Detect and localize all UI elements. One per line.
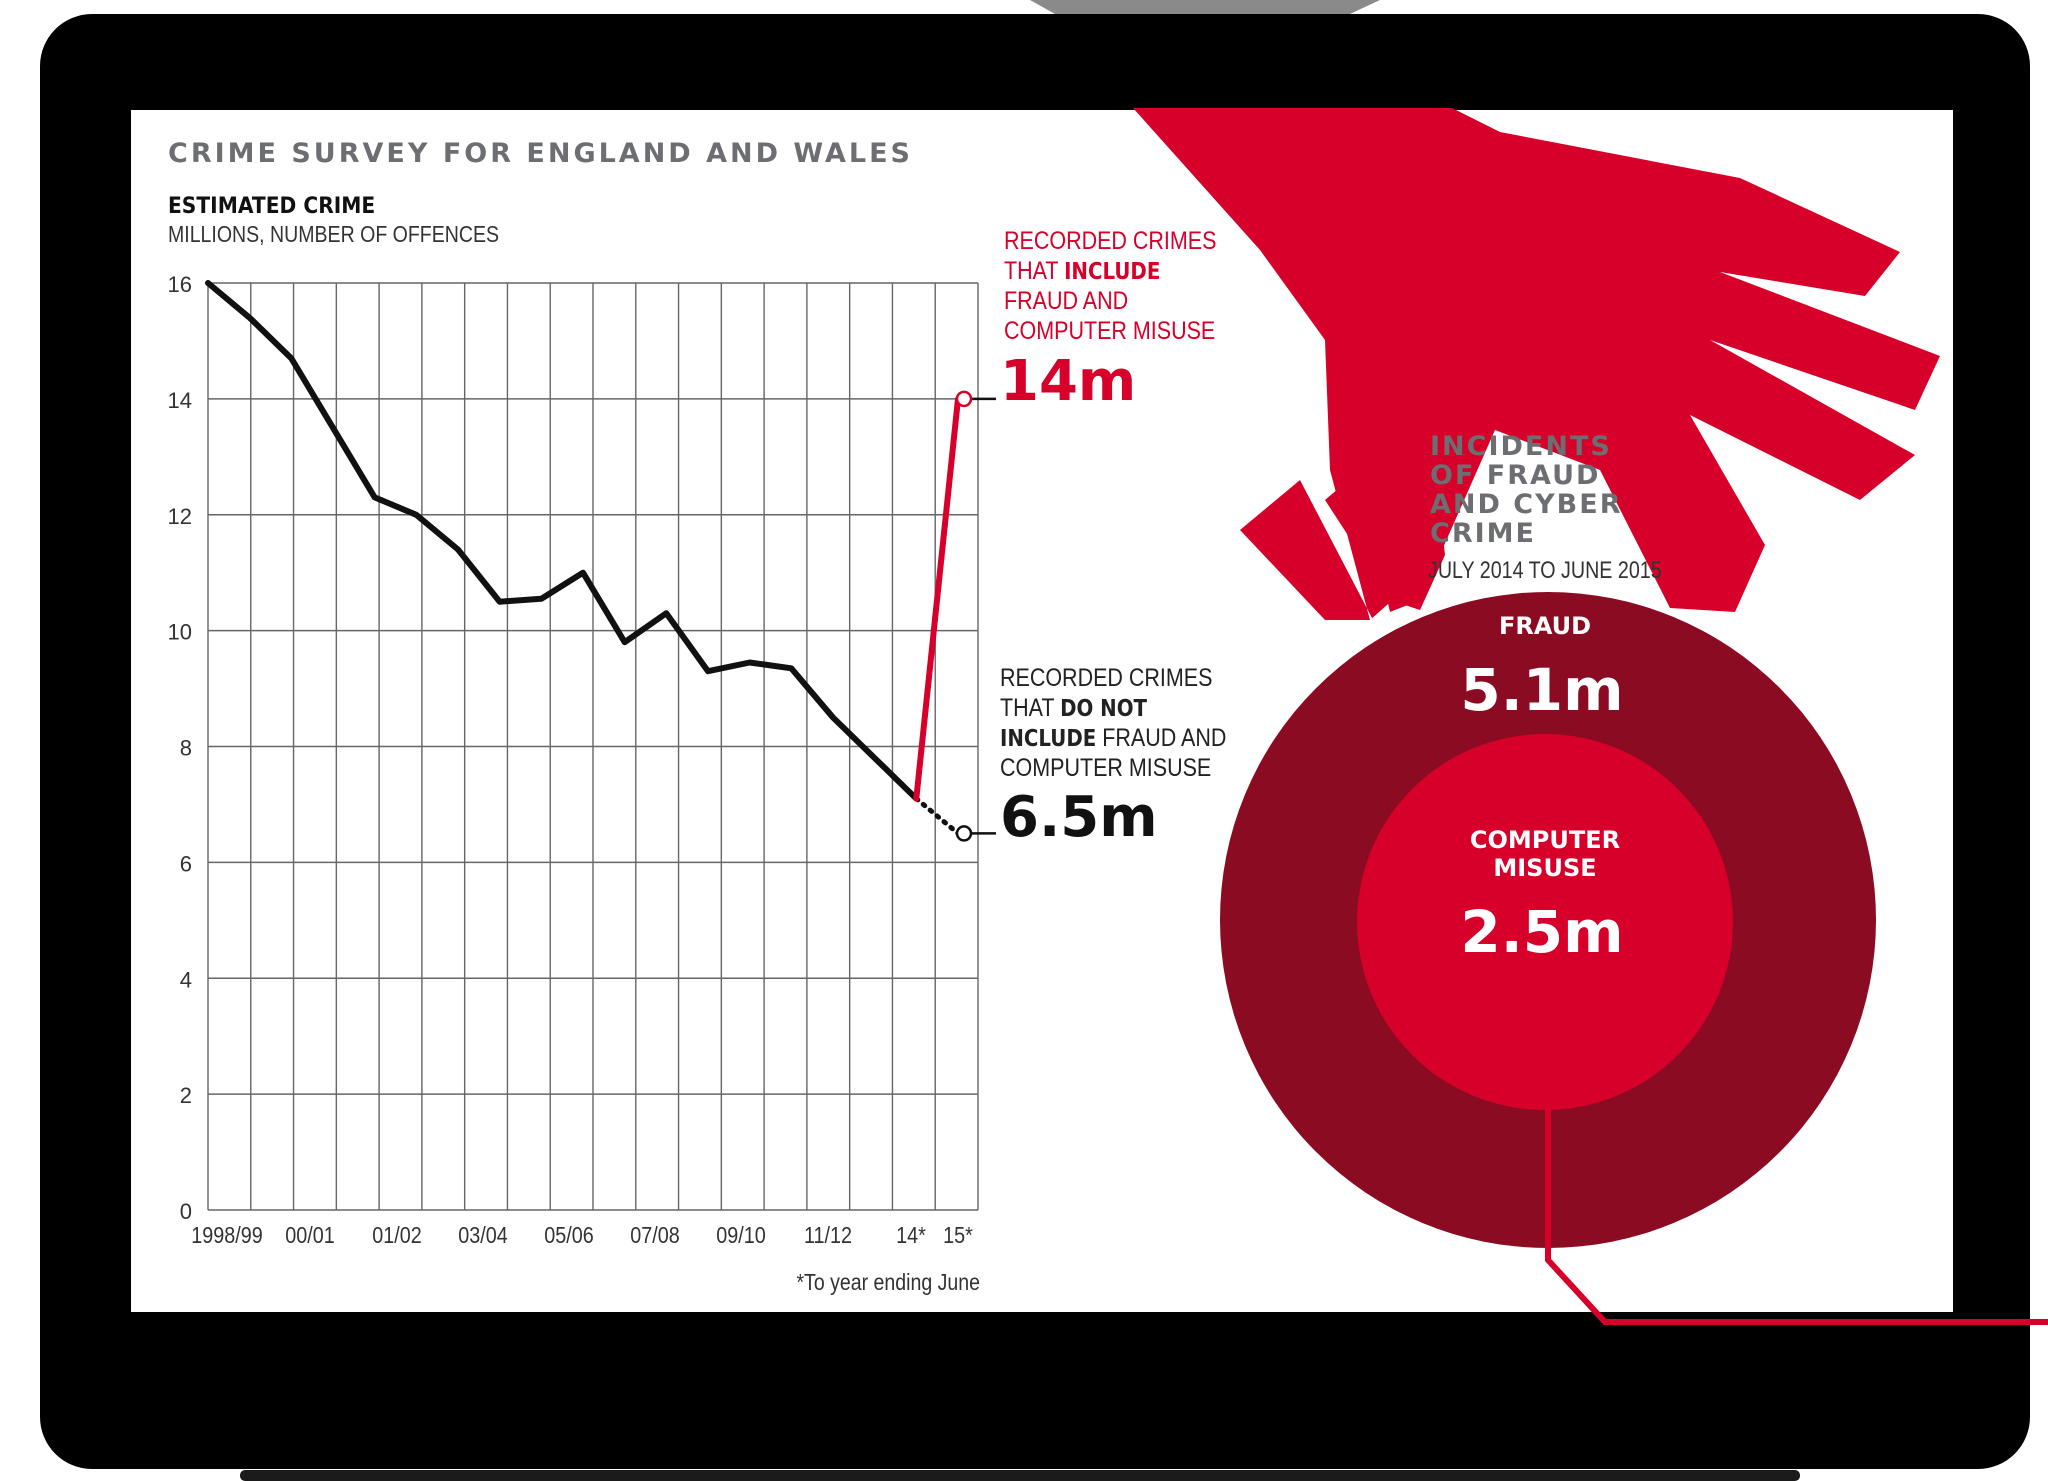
misuse-label-line-1: COMPUTER — [1470, 826, 1620, 854]
y-tick-label: 2 — [180, 1083, 192, 1108]
survey-title: CRIME SURVEY FOR ENGLAND AND WALES — [168, 138, 913, 169]
exclude-value: 6.5m — [1000, 785, 1158, 850]
annotation-exclude-fraud: RECORDED CRIMES THAT DO NOT INCLUDE FRAU… — [1000, 663, 1226, 781]
x-tick-label: 01/02 — [372, 1223, 421, 1249]
estimated-crime-chart: 0 2 4 6 8 10 12 14 16 1998/99 00/01 01/02 03/04 05/06… — [168, 272, 996, 1248]
series-line-1 — [913, 796, 961, 836]
point-marker-include — [955, 390, 973, 408]
y-tick-label: 16 — [168, 272, 192, 297]
exclude-line-1: RECORDED CRIMES — [1000, 663, 1212, 691]
misuse-label-line-2: MISUSE — [1493, 854, 1596, 882]
y-tick-label: 10 — [168, 620, 192, 645]
footnote: *To year ending June — [796, 1270, 980, 1296]
fraud-title-line-2: OF FRAUD — [1430, 460, 1600, 491]
y-tick-label: 12 — [168, 504, 192, 529]
y-tick-label: 8 — [180, 736, 192, 761]
fraud-value: 5.1m — [1460, 656, 1623, 724]
x-tick-label: 15* — [943, 1223, 973, 1249]
include-line-1: RECORDED CRIMES — [1004, 226, 1216, 254]
laptop-base-edge — [240, 1470, 1800, 1481]
include-line-3: FRAUD AND — [1004, 286, 1128, 314]
y-tick-label: 0 — [180, 1199, 192, 1224]
x-tick-label: 00/01 — [285, 1223, 334, 1249]
x-tick-label: 07/08 — [630, 1223, 679, 1249]
series-line-0 — [205, 280, 920, 802]
fraud-title-line-4: CRIME — [1430, 518, 1536, 549]
x-tick-label: 05/06 — [544, 1223, 593, 1249]
fraud-label: FRAUD — [1499, 612, 1591, 640]
chart-subtitle: MILLIONS, NUMBER OF OFFENCES — [168, 222, 499, 248]
x-tick-label: 03/04 — [458, 1223, 508, 1249]
laptop-hinge — [1030, 0, 1380, 14]
exclude-line-3: INCLUDE FRAUD AND — [1000, 723, 1226, 752]
y-tick-label: 6 — [180, 851, 192, 876]
exclude-line-2: THAT DO NOT — [1000, 693, 1147, 722]
y-tick-label: 14 — [168, 388, 192, 413]
fraud-panel-title: INCIDENTS OF FRAUD AND CYBER CRIME — [1430, 431, 1623, 549]
chart-title: ESTIMATED CRIME — [168, 192, 375, 218]
hand-thumb — [1310, 260, 1445, 610]
misuse-value: 2.5m — [1460, 898, 1623, 966]
computer-misuse-circle — [1357, 734, 1733, 1110]
series-line-2 — [913, 395, 961, 802]
include-line-2: THAT INCLUDE — [1004, 256, 1160, 285]
x-tick-label: 1998/99 — [191, 1223, 262, 1249]
point-marker-exclude — [955, 825, 973, 842]
include-line-4: COMPUTER MISUSE — [1004, 316, 1215, 344]
fraud-period: JULY 2014 TO JUNE 2015 — [1428, 556, 1662, 583]
connector-line — [1545, 1110, 2048, 1325]
fraud-title-line-3: AND CYBER — [1430, 489, 1623, 520]
x-tick-label: 09/10 — [716, 1223, 766, 1249]
x-tick-label: 14* — [896, 1223, 926, 1249]
y-tick-label: 4 — [180, 967, 192, 992]
exclude-line-4: COMPUTER MISUSE — [1000, 753, 1211, 781]
fraud-title-line-1: INCIDENTS — [1430, 431, 1612, 462]
x-tick-label: 11/12 — [804, 1223, 852, 1249]
hand-illustration — [1133, 108, 1940, 620]
include-value: 14m — [1000, 349, 1136, 414]
annotation-include-fraud: RECORDED CRIMES THAT INCLUDE FRAUD AND C… — [1004, 226, 1216, 344]
